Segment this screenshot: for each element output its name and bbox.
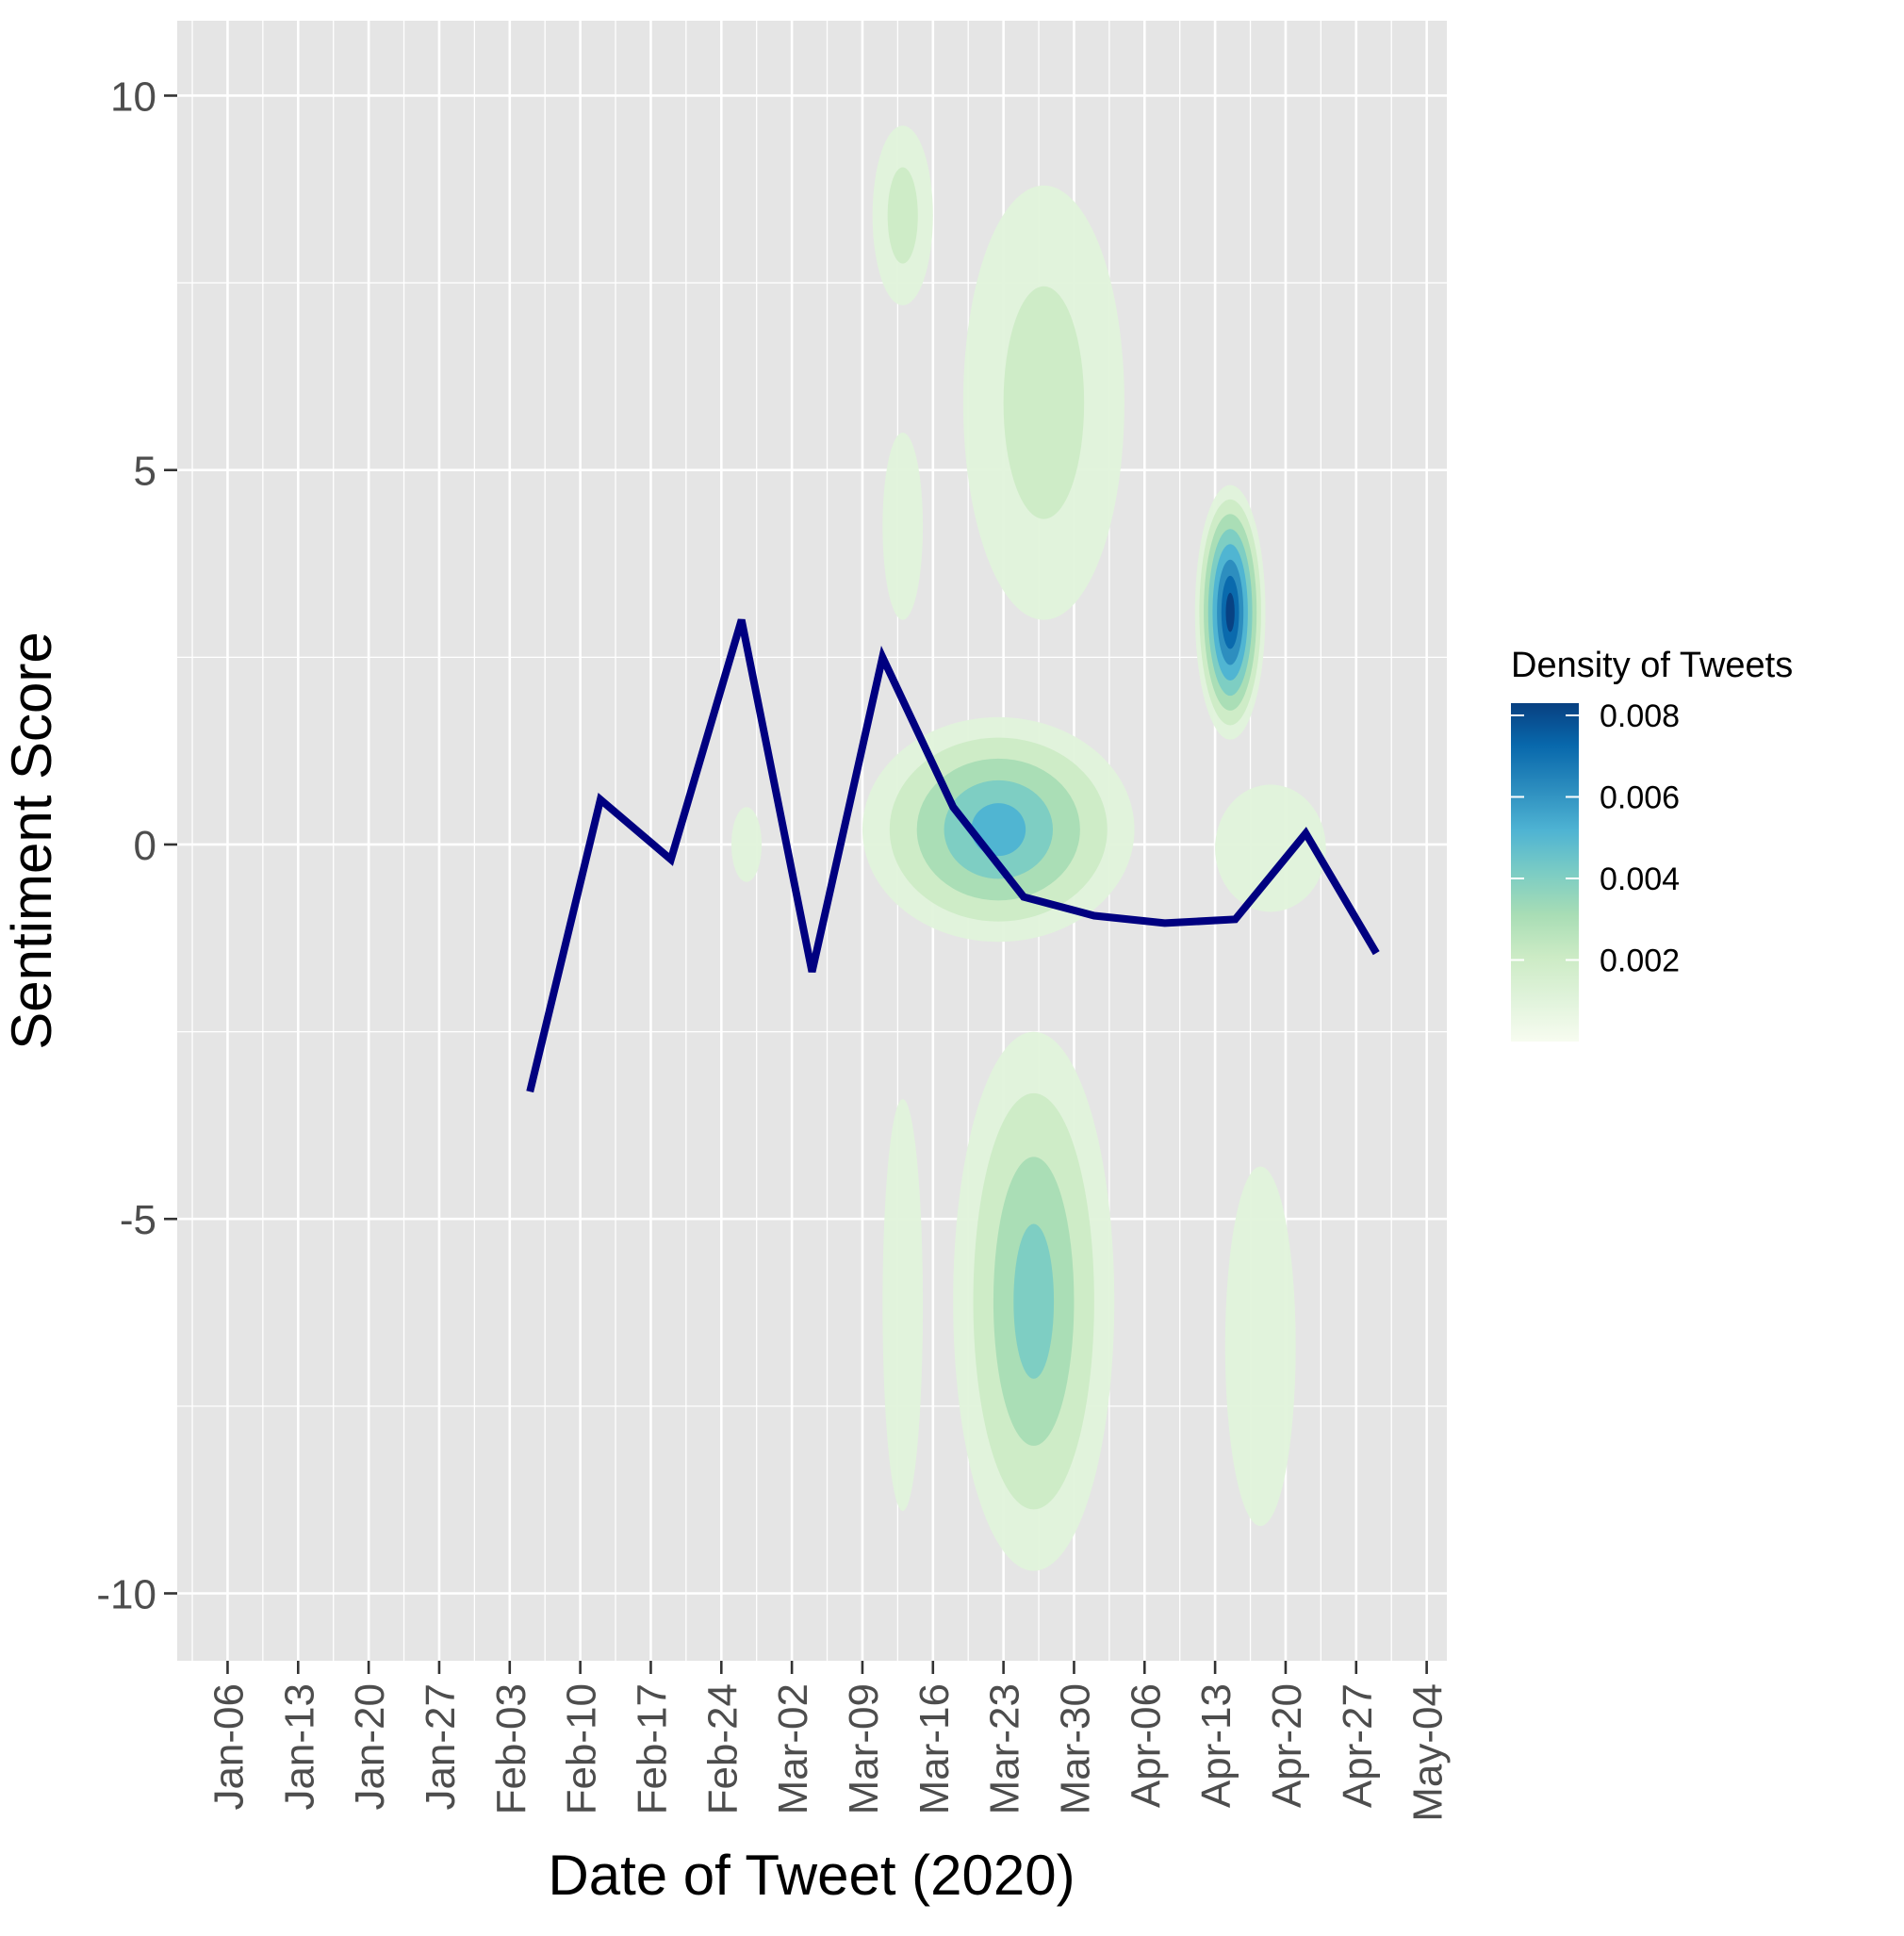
- density-contour: [882, 432, 924, 620]
- sentiment-line-layer: [526, 618, 1380, 1093]
- legend-label: 0.004: [1600, 861, 1680, 897]
- density-contour: [971, 803, 1026, 857]
- density-contour: [882, 1099, 924, 1512]
- x-tick-label: Jan-06: [205, 1683, 252, 1811]
- y-axis-title: Sentiment Score: [0, 632, 63, 1050]
- y-tick-label: -10: [96, 1571, 156, 1617]
- y-tick-label: 5: [134, 449, 156, 495]
- y-tick-label: 10: [110, 74, 156, 120]
- x-tick-label: Mar-30: [1052, 1683, 1098, 1814]
- legend-colorbar: [1511, 703, 1579, 1042]
- legend-ticks: 0.008 0.006 0.004 0.002: [1511, 698, 1680, 978]
- x-tick-label: Feb-10: [559, 1683, 605, 1814]
- x-tick-label: Mar-16: [911, 1683, 958, 1814]
- density-contour: [1224, 1166, 1296, 1526]
- density-contour: [1013, 1223, 1055, 1379]
- y-tick-label: 0: [134, 823, 156, 869]
- legend-label: 0.008: [1600, 698, 1680, 734]
- legend-label: 0.002: [1600, 943, 1680, 978]
- x-tick-label: Feb-03: [488, 1683, 534, 1814]
- x-tick-label: May-04: [1405, 1683, 1452, 1822]
- density-contour: [887, 167, 918, 264]
- x-tick-label: Mar-02: [770, 1683, 816, 1814]
- x-tick-label: Apr-20: [1264, 1683, 1310, 1808]
- x-tick-label: Feb-17: [629, 1683, 675, 1814]
- legend: Density of Tweets 0.008 0.006 0.004 0.002: [1511, 646, 1793, 1042]
- density-contour: [1215, 784, 1326, 912]
- x-tick-label: Apr-06: [1123, 1683, 1169, 1808]
- y-tick-label: -5: [120, 1197, 156, 1243]
- x-tick-label: Feb-24: [699, 1683, 746, 1814]
- density-contour: [730, 807, 763, 882]
- x-tick-label: Apr-27: [1335, 1683, 1381, 1808]
- x-tick-label: Mar-23: [982, 1683, 1028, 1814]
- density-contours: [730, 125, 1326, 1571]
- x-tick-label: Jan-13: [276, 1683, 322, 1811]
- x-tick-label: Jan-27: [418, 1683, 464, 1811]
- x-tick-label: Mar-09: [841, 1683, 887, 1814]
- legend-title: Density of Tweets: [1511, 646, 1793, 685]
- legend-label: 0.006: [1600, 779, 1680, 815]
- x-tick-label: Apr-13: [1193, 1683, 1239, 1808]
- x-tick-label: Jan-20: [347, 1683, 393, 1811]
- density-contour: [1225, 592, 1235, 632]
- x-axis-title: Date of Tweet (2020): [548, 1844, 1075, 1907]
- axes: 10 5 0 -5 -10 Jan-06 Jan-13 Jan-20 Jan-27 Feb-03 F…: [96, 74, 1451, 1821]
- density-contour: [1003, 286, 1085, 519]
